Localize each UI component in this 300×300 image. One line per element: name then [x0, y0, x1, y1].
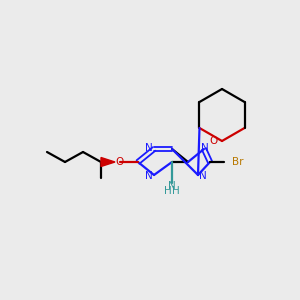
Text: N: N: [199, 171, 207, 181]
Text: H: H: [164, 186, 172, 196]
Text: O: O: [210, 136, 218, 146]
Polygon shape: [101, 158, 115, 166]
Text: N: N: [145, 171, 153, 181]
Text: N: N: [168, 181, 176, 191]
Text: N: N: [145, 143, 153, 153]
Text: Br: Br: [232, 157, 244, 167]
Text: N: N: [201, 143, 209, 153]
Text: O: O: [116, 157, 124, 167]
Text: H: H: [172, 186, 180, 196]
